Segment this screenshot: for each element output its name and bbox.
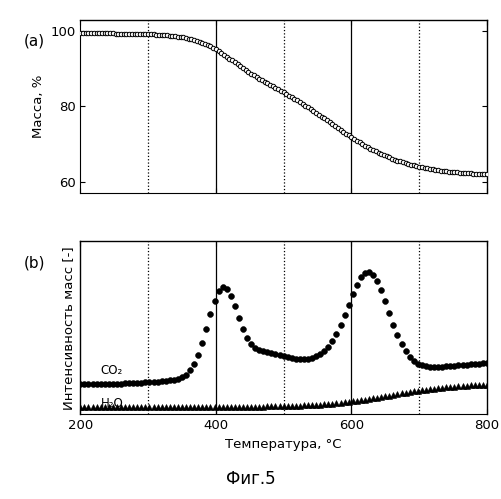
- Text: (b): (b): [24, 255, 45, 270]
- Text: H₂O: H₂O: [100, 397, 123, 410]
- Text: Фиг.5: Фиг.5: [226, 470, 275, 488]
- Text: CO₂: CO₂: [100, 364, 123, 377]
- Y-axis label: Интенсивность масс [-]: Интенсивность масс [-]: [62, 246, 75, 410]
- Text: (a): (a): [24, 34, 45, 49]
- Y-axis label: Масса, %: Масса, %: [32, 75, 45, 138]
- X-axis label: Температура, °C: Температура, °C: [225, 438, 341, 451]
